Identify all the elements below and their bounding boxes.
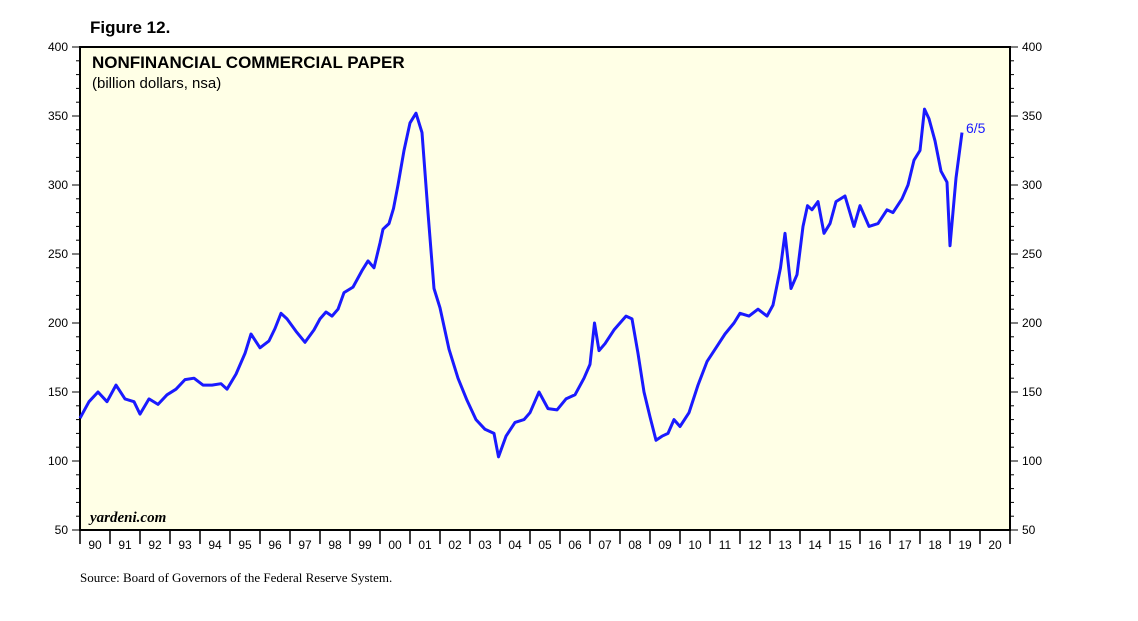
y-tick-label-left: 350 [48, 109, 68, 123]
y-tick-label-left: 300 [48, 178, 68, 192]
x-tick-label: 99 [358, 538, 372, 552]
x-tick-label: 15 [838, 538, 852, 552]
figure-label: Figure 12. [90, 18, 170, 37]
x-tick-label: 10 [688, 538, 702, 552]
x-tick-label: 96 [268, 538, 282, 552]
y-tick-label-right: 300 [1022, 178, 1042, 192]
y-tick-label-left: 150 [48, 385, 68, 399]
x-tick-label: 05 [538, 538, 552, 552]
y-tick-label-left: 200 [48, 316, 68, 330]
x-tick-label: 11 [719, 538, 732, 552]
y-tick-label-left: 100 [48, 454, 68, 468]
x-tick-label: 12 [748, 538, 762, 552]
y-tick-label-right: 100 [1022, 454, 1042, 468]
y-tick-label-right: 150 [1022, 385, 1042, 399]
y-tick-label-right: 350 [1022, 109, 1042, 123]
y-tick-label-left: 400 [48, 40, 68, 54]
x-tick-label: 91 [118, 538, 132, 552]
x-tick-label: 94 [208, 538, 222, 552]
x-tick-label: 17 [898, 538, 912, 552]
x-tick-label: 19 [958, 538, 972, 552]
y-tick-label-right: 400 [1022, 40, 1042, 54]
x-tick-label: 97 [298, 538, 312, 552]
x-tick-label: 95 [238, 538, 252, 552]
x-tick-label: 04 [508, 538, 522, 552]
x-tick-label: 07 [598, 538, 612, 552]
chart-title: NONFINANCIAL COMMERCIAL PAPER [92, 53, 405, 72]
x-tick-label: 01 [418, 538, 432, 552]
x-tick-label: 16 [868, 538, 882, 552]
x-tick-label: 90 [88, 538, 102, 552]
x-tick-label: 08 [628, 538, 642, 552]
x-tick-label: 18 [928, 538, 942, 552]
last-point-label: 6/5 [966, 120, 986, 136]
x-tick-label: 09 [658, 538, 672, 552]
source-note: Source: Board of Governors of the Federa… [80, 570, 392, 585]
x-tick-label: 03 [478, 538, 492, 552]
x-tick-label: 02 [448, 538, 462, 552]
x-tick-label: 20 [988, 538, 1002, 552]
x-tick-label: 00 [388, 538, 402, 552]
y-tick-label-right: 50 [1022, 523, 1036, 537]
x-tick-label: 06 [568, 538, 582, 552]
plot-area [79, 46, 1011, 531]
x-tick-label: 98 [328, 538, 342, 552]
x-tick-label: 14 [808, 538, 822, 552]
y-tick-label-left: 50 [55, 523, 69, 537]
series-line [78, 107, 964, 459]
x-tick-label: 93 [178, 538, 192, 552]
y-tick-label-left: 250 [48, 247, 68, 261]
watermark: yardeni.com [88, 510, 166, 526]
x-tick-label: 92 [148, 538, 162, 552]
y-tick-label-right: 250 [1022, 247, 1042, 261]
chart-subtitle: (billion dollars, nsa) [92, 75, 221, 92]
y-tick-label-right: 200 [1022, 316, 1042, 330]
x-tick-label: 13 [778, 538, 792, 552]
